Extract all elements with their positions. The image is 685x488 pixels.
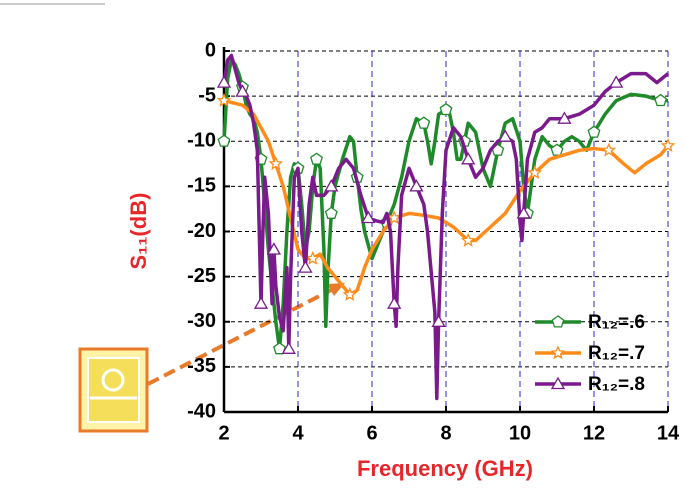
series-marker <box>273 341 286 355</box>
inset-arrow <box>147 286 336 386</box>
series-marker <box>516 206 531 219</box>
series-marker <box>660 138 676 152</box>
series-marker <box>431 314 446 327</box>
series-marker <box>417 116 431 129</box>
x-tick-label: 8 <box>440 422 451 444</box>
series-marker <box>266 242 282 255</box>
series-marker <box>587 125 601 138</box>
x-axis-title: Frequency (GHz) <box>357 456 533 481</box>
series-marker <box>324 206 338 219</box>
x-tick-label: 2 <box>218 422 229 444</box>
series-marker <box>342 287 358 301</box>
series-line <box>222 58 668 351</box>
series-marker <box>654 93 668 107</box>
series-marker <box>601 142 617 157</box>
series-marker <box>305 250 321 265</box>
y-tick-label: -5 <box>198 84 216 106</box>
legend-label: R₁₂=.6 <box>588 312 645 333</box>
y-tick-label: -35 <box>187 355 216 377</box>
legend-label: R₁₂=.8 <box>588 374 645 395</box>
series-marker <box>216 75 232 88</box>
series-marker <box>460 232 476 247</box>
series-marker <box>324 179 339 192</box>
series-marker <box>216 92 232 107</box>
inset-pattern <box>101 368 125 392</box>
x-tick-label: 10 <box>509 422 531 444</box>
y-tick-label: -20 <box>187 220 216 242</box>
series-marker <box>527 165 543 180</box>
series-marker <box>235 84 250 97</box>
y-tick-label: -40 <box>187 400 216 422</box>
series-marker <box>386 210 402 225</box>
series-marker <box>253 296 269 309</box>
y-tick-label: -15 <box>187 175 216 197</box>
y-tick-label: 0 <box>205 39 216 61</box>
inset-arrow-head <box>327 283 345 296</box>
series-marker <box>268 156 284 171</box>
x-tick-label: 6 <box>366 422 377 444</box>
series-marker <box>557 111 572 124</box>
x-tick-label: 12 <box>583 422 605 444</box>
series-marker <box>361 210 376 224</box>
y-axis-title: S₁₁(dB) <box>126 193 151 270</box>
x-tick-label: 4 <box>292 422 304 444</box>
series-marker <box>310 152 323 165</box>
series-marker <box>387 296 402 309</box>
legend-marker <box>550 345 566 360</box>
y-tick-label: -10 <box>187 130 216 152</box>
series-marker <box>461 151 476 165</box>
series-marker <box>550 143 564 156</box>
y-tick-label: -30 <box>187 310 216 332</box>
inset-figure <box>78 347 149 433</box>
series-marker <box>281 341 296 354</box>
series-marker <box>409 179 424 192</box>
series-marker <box>298 260 313 273</box>
series-marker <box>498 129 513 142</box>
series-line <box>222 53 670 401</box>
legend-label: R₁₂=.7 <box>588 343 645 364</box>
y-tick-label: -25 <box>187 265 216 287</box>
series-marker <box>439 102 453 116</box>
x-tick-label: 14 <box>657 422 680 444</box>
legend-marker <box>550 376 566 390</box>
series-marker <box>217 134 231 147</box>
legend-marker <box>551 315 565 328</box>
series-marker <box>609 75 624 88</box>
